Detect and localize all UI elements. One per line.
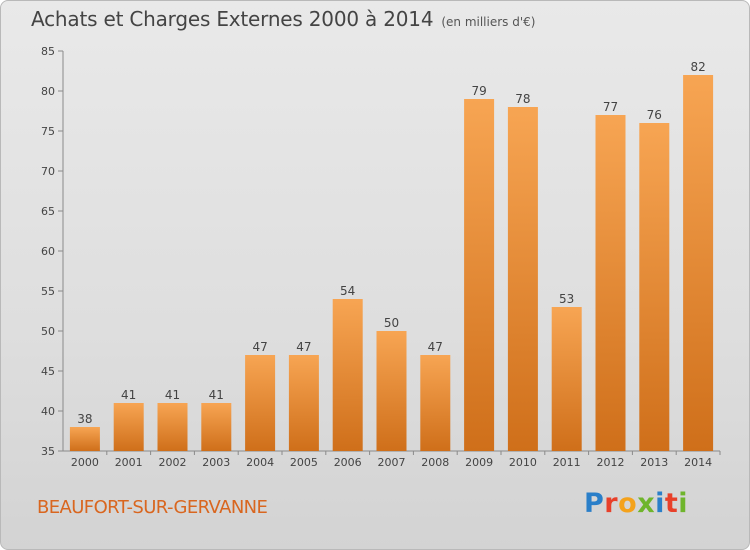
- logo-letter: P: [584, 488, 605, 519]
- bar-value-label: 41: [121, 388, 136, 402]
- bar: [201, 403, 232, 451]
- bar-value-label: 77: [603, 100, 618, 114]
- bar: [69, 427, 100, 451]
- y-tick-label: 80: [41, 85, 55, 98]
- x-tick-label: 2008: [421, 456, 449, 469]
- bar-value-label: 47: [428, 340, 443, 354]
- y-tick-label: 55: [41, 285, 55, 298]
- commune-name: BEAUFORT-SUR-GERVANNE: [37, 497, 268, 518]
- bar-value-label: 50: [384, 316, 399, 330]
- logo-letter: i: [678, 488, 689, 519]
- title-text: Achats et Charges Externes 2000 à 2014: [31, 7, 434, 31]
- bar-value-label: 53: [559, 292, 574, 306]
- x-tick-label: 2002: [159, 456, 187, 469]
- y-tick-label: 65: [41, 205, 55, 218]
- bar: [551, 307, 582, 451]
- bar: [376, 331, 407, 451]
- bar: [157, 403, 188, 451]
- x-tick-label: 2001: [115, 456, 143, 469]
- bar-value-label: 78: [515, 92, 530, 106]
- x-tick-label: 2003: [202, 456, 230, 469]
- x-tick-label: 2013: [640, 456, 668, 469]
- proxiti-logo: Proxiti: [584, 488, 688, 519]
- logo-letter: r: [604, 488, 619, 519]
- bar: [639, 123, 670, 451]
- x-tick-label: 2014: [684, 456, 712, 469]
- bar: [420, 355, 451, 451]
- bar: [245, 355, 276, 451]
- chart-title: Achats et Charges Externes 2000 à 2014 (e…: [31, 7, 535, 31]
- x-tick-label: 2011: [553, 456, 581, 469]
- y-tick-label: 40: [41, 405, 55, 418]
- bar-value-label: 76: [647, 108, 662, 122]
- bar: [332, 299, 363, 451]
- x-tick-label: 2004: [246, 456, 274, 469]
- axes: 35 40 45 50 55 60 65 70 75 80 85 2000 2001 2002 2003 20…: [41, 45, 721, 469]
- bar: [464, 99, 495, 451]
- bar-value-label: 82: [690, 60, 705, 74]
- y-tick-label: 60: [41, 245, 55, 258]
- y-tick-label: 75: [41, 125, 55, 138]
- x-tick-label: 2012: [597, 456, 625, 469]
- bar: [113, 403, 144, 451]
- y-tick-label: 35: [41, 445, 55, 458]
- bar: [507, 107, 538, 451]
- logo-letter: i: [655, 488, 665, 519]
- y-tick-label: 85: [41, 45, 55, 58]
- logo-letter: x: [637, 488, 656, 519]
- bar: [288, 355, 319, 451]
- logo-letter: t: [664, 488, 679, 519]
- bar-value-label: 47: [252, 340, 267, 354]
- y-tick-label: 70: [41, 165, 55, 178]
- unit-label: (en milliers d'€): [441, 15, 536, 29]
- bar-value-label: 47: [296, 340, 311, 354]
- x-tick-label: 2007: [378, 456, 406, 469]
- x-tick-label: 2000: [71, 456, 99, 469]
- bar-value-label: 41: [209, 388, 224, 402]
- bar-value-label: 54: [340, 284, 355, 298]
- y-tick-label: 50: [41, 325, 55, 338]
- logo-letter: o: [618, 488, 638, 519]
- value-labels: 38 41 41 41 47 47 54 50 47 79 78 53 77 76 82: [77, 60, 705, 426]
- x-tick-label: 2010: [509, 456, 537, 469]
- bar: [683, 75, 714, 451]
- bar-value-label: 41: [165, 388, 180, 402]
- bar-value-label: 79: [471, 84, 486, 98]
- x-tick-label: 2009: [465, 456, 493, 469]
- bar: [595, 115, 626, 451]
- x-tick-label: 2005: [290, 456, 318, 469]
- bar-value-label: 38: [77, 412, 92, 426]
- x-tick-label: 2006: [334, 456, 362, 469]
- y-tick-label: 45: [41, 365, 55, 378]
- bars: [69, 75, 714, 451]
